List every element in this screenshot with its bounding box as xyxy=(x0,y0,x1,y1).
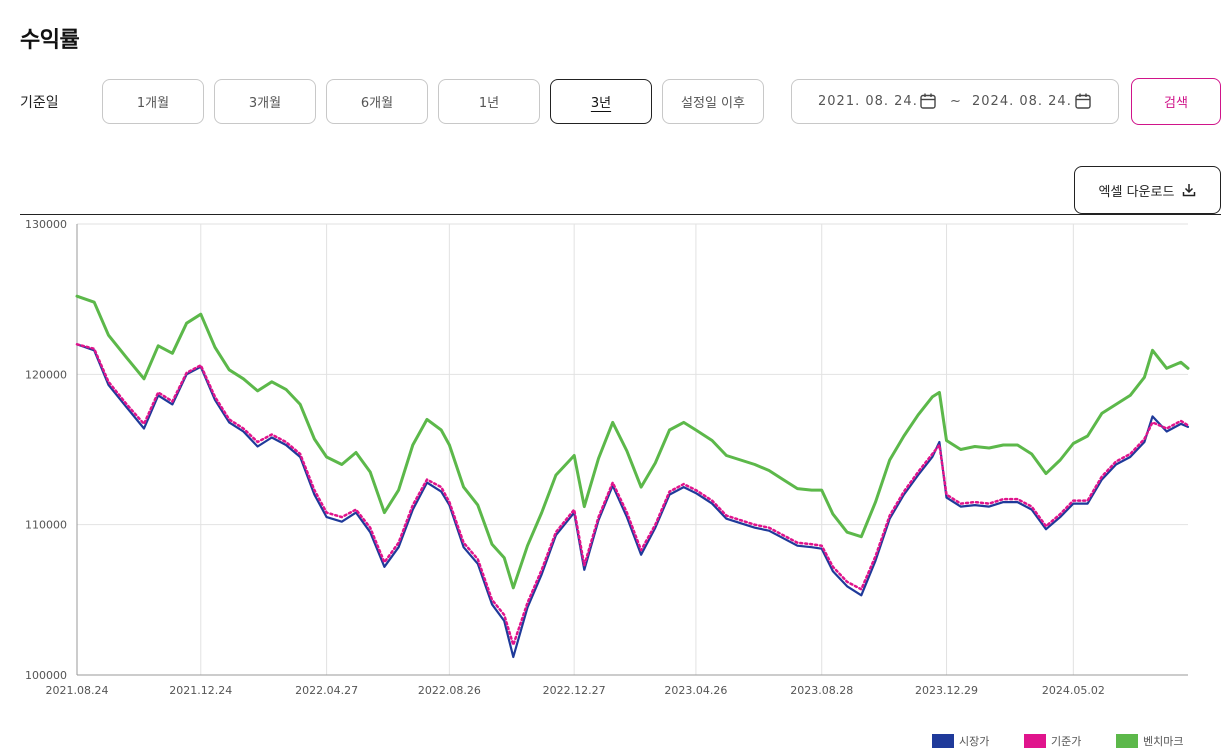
legend-item-market[interactable]: 시장가 xyxy=(932,733,989,749)
date-from-input[interactable]: 2021. 08. 24. xyxy=(818,94,918,109)
legend-swatch-market xyxy=(932,734,954,748)
y-tick-label: 120000 xyxy=(25,368,67,381)
period-button-3m[interactable]: 3개월 xyxy=(214,79,316,124)
section-divider xyxy=(20,214,1221,215)
period-button-label: 3년 xyxy=(590,96,612,111)
legend-swatch-nav xyxy=(1024,734,1046,748)
nav-series-line xyxy=(75,343,1190,647)
period-button-label: 3개월 xyxy=(248,96,282,111)
period-button-label: 6개월 xyxy=(360,96,394,111)
x-tick-label: 2022.08.26 xyxy=(418,684,481,697)
y-tick-label: 100000 xyxy=(25,669,67,682)
x-tick-label: 2021.12.24 xyxy=(169,684,232,697)
x-tick-label: 2023.08.28 xyxy=(790,684,853,697)
x-tick-label: 2021.08.24 xyxy=(46,684,109,697)
x-tick-label: 2023.04.26 xyxy=(664,684,727,697)
period-button-label: 1년 xyxy=(478,96,500,111)
legend-swatch-benchmark xyxy=(1116,734,1138,748)
period-button-since-inception[interactable]: 설정일 이후 xyxy=(662,79,764,124)
legend-label: 기준가 xyxy=(1051,735,1082,748)
filter-label: 기준일 xyxy=(20,95,59,111)
date-range-field: 2021. 08. 24. ~ 2024. 08. 24. xyxy=(791,79,1119,124)
period-button-1m[interactable]: 1개월 xyxy=(102,79,204,124)
excel-download-button[interactable]: 엑셀 다운로드 xyxy=(1074,166,1221,214)
period-button-label: 설정일 이후 xyxy=(681,96,745,111)
legend-item-nav[interactable]: 기준가 xyxy=(1024,733,1081,749)
search-button[interactable]: 검색 xyxy=(1131,78,1221,125)
page-title: 수익률 xyxy=(20,28,80,53)
x-tick-label: 2023.12.29 xyxy=(915,684,978,697)
y-tick-label: 130000 xyxy=(25,218,67,231)
period-button-label: 1개월 xyxy=(136,96,170,111)
period-button-6m[interactable]: 6개월 xyxy=(326,79,428,124)
legend-item-benchmark[interactable]: 벤치마크 xyxy=(1116,733,1183,749)
period-button-3y[interactable]: 3년 xyxy=(550,79,652,124)
legend-label: 시장가 xyxy=(959,735,990,748)
excel-download-label: 엑셀 다운로드 xyxy=(1098,184,1175,200)
y-tick-label: 110000 xyxy=(25,519,67,532)
date-separator: ~ xyxy=(950,94,961,109)
calendar-icon[interactable] xyxy=(1074,92,1092,110)
period-button-1y[interactable]: 1년 xyxy=(438,79,540,124)
x-tick-label: 2024.05.02 xyxy=(1042,684,1105,697)
date-to-input[interactable]: 2024. 08. 24. xyxy=(972,94,1072,109)
x-tick-label: 2022.04.27 xyxy=(295,684,358,697)
market-series-line xyxy=(75,343,1190,659)
x-tick-label: 2022.12.27 xyxy=(543,684,606,697)
benchmark-series-line xyxy=(75,294,1190,590)
legend-label: 벤치마크 xyxy=(1143,735,1184,748)
download-icon xyxy=(1183,184,1196,197)
calendar-icon[interactable] xyxy=(919,92,937,110)
